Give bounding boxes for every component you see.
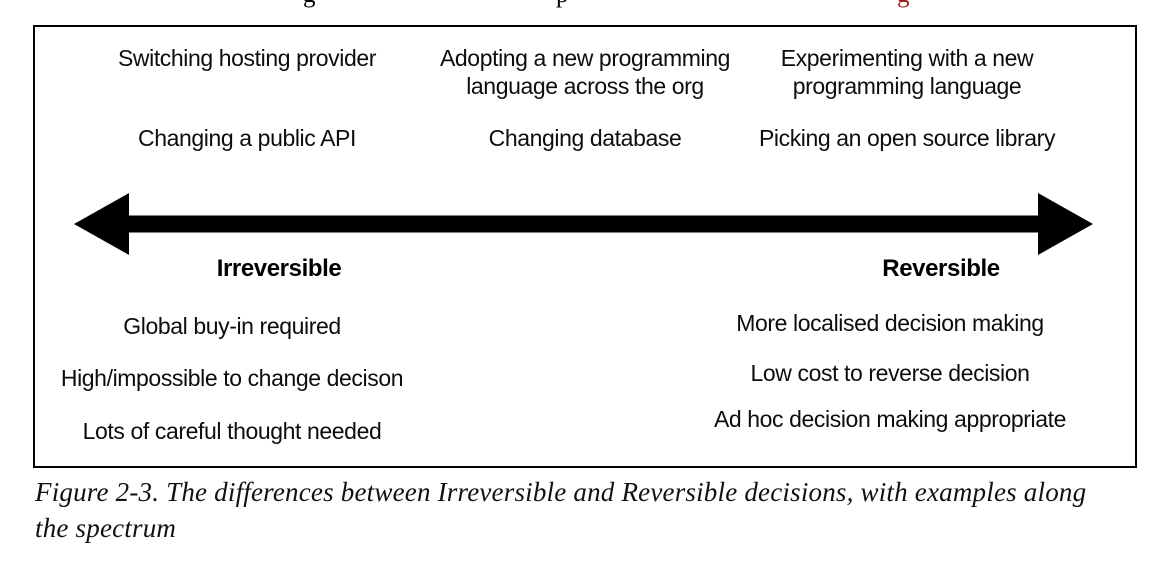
- example-reversible-1: Experimenting with a new programming lan…: [780, 45, 1034, 99]
- reversible-trait-3: Ad hoc decision making appropriate: [713, 406, 1067, 432]
- double-arrow: [74, 193, 1093, 255]
- figure-frame: Switching hosting provider Changing a pu…: [33, 25, 1137, 468]
- text-fragment-descender: p: [556, 0, 569, 9]
- example-reversible-2: Picking an open source library: [758, 125, 1056, 151]
- example-middle-2: Changing database: [488, 125, 682, 151]
- reversible-trait-2: Low cost to reverse decision: [750, 360, 1030, 386]
- reversible-trait-1: More localised decision making: [736, 310, 1044, 336]
- link-text-fragment[interactable]: g: [897, 0, 910, 9]
- reversible-label: Reversible: [882, 255, 1000, 282]
- text-fragment-descender: g: [303, 0, 316, 9]
- irreversible-label: Irreversible: [216, 255, 342, 282]
- figure-caption: Figure 2-3. The differences between Irre…: [35, 477, 1087, 543]
- example-irreversible-2: Changing a public API: [138, 125, 356, 151]
- example-middle-1: Adopting a new programming language acro…: [439, 45, 731, 99]
- example-irreversible-1: Switching hosting provider: [117, 45, 377, 71]
- irreversible-trait-3: Lots of careful thought needed: [82, 418, 382, 444]
- cropped-text-line: g p g: [0, 0, 1160, 11]
- irreversible-trait-1: Global buy-in required: [123, 313, 341, 339]
- irreversible-trait-2: High/impossible to change decison: [60, 365, 404, 391]
